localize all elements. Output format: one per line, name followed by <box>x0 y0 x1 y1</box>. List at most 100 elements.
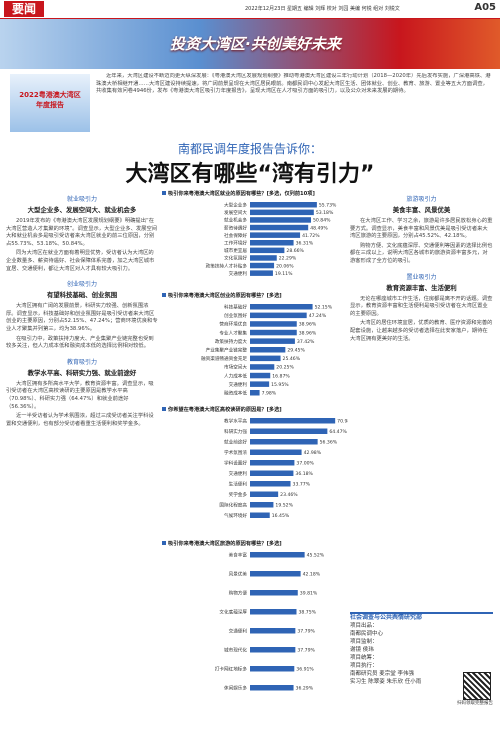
bar <box>250 590 298 596</box>
value-label: 42.98% <box>304 450 322 456</box>
bar-label: 大型企业多 <box>224 202 247 209</box>
value-label: 16.45% <box>272 513 290 519</box>
bar <box>250 685 294 691</box>
bar-label: 城市更宜居 <box>224 247 247 254</box>
credit-line: 实习生 陈翠姿 朱乐欣 任小雨 <box>350 679 422 685</box>
credit-line: 项目监制： <box>350 639 378 645</box>
chart-title: 吸引你来粤港澳大湾区旅游的原因有哪些？[多选] <box>168 539 282 547</box>
bar <box>250 491 279 497</box>
section-subtitle: 教育资源丰富、生活便利 <box>386 283 457 292</box>
credits: 社会调查与公共舆情研究部 扫码领取完整报告 项目出品： 南都民调中心 项目监制： 谢镜… <box>350 612 493 710</box>
bar-label: 科研实力强 <box>224 428 247 435</box>
chart-icon <box>162 407 166 411</box>
chart-title: 吸引你来粤港澳大湾区就业的原因有哪些？[多选，仅列前10项] <box>168 189 315 197</box>
credit-line: 南都民调中心 <box>350 631 384 637</box>
bar-label: 政策扶持人才补贴多 <box>206 262 248 269</box>
bar <box>250 449 302 455</box>
bar <box>250 571 301 577</box>
value-label: 48.49% <box>310 225 328 231</box>
bar-label: 科技基础好 <box>224 304 247 311</box>
chart-icon <box>162 541 166 545</box>
value-label: 33.77% <box>293 482 311 488</box>
section-label: 旅游吸引力 <box>406 196 437 203</box>
bar-label: 文化氛围好 <box>224 255 247 262</box>
bar-label: 生活便利 <box>229 481 248 488</box>
chart-icon <box>162 293 166 297</box>
bar <box>250 304 313 310</box>
chart-title: 吸引你来粤港澳大湾区创业的原因有哪些？[多选] <box>168 291 282 299</box>
value-label: 22.29% <box>279 256 297 262</box>
kicker: 南都民调年度报告告诉你： <box>177 142 322 156</box>
bar-label: 城市现代化 <box>224 647 247 654</box>
bar-label: 学术氛围浓 <box>224 449 247 456</box>
section-label: 教育吸引力 <box>66 358 97 366</box>
paragraph: 无论在哪座城市工作生活，住房都是离不开的话题。调查显示，教育资源丰富和生活便利是… <box>350 295 493 317</box>
banner-title: 投资大湾区·共创美好未来 <box>170 35 341 53</box>
value-label: 20.25% <box>276 365 294 371</box>
bar-label: 国际化程度高 <box>219 502 247 509</box>
bar <box>250 312 307 319</box>
paragraph: 近一半受访者认为学术氛围浓，超过三成受访者关注学科设置和交通便利，也有部分受访者… <box>6 413 154 427</box>
bar-label: 交通便利 <box>229 628 248 635</box>
bar <box>250 247 285 254</box>
bar-label: 融资渠道畅通资金充足 <box>201 355 247 362</box>
bar-label: 发展空间大 <box>224 209 247 216</box>
bar-label: 交通便利 <box>229 470 248 477</box>
value-label: 64.47% <box>329 429 347 435</box>
credit-line: 项目出品： <box>350 623 378 629</box>
banner: 投资大湾区·共创美好未来 <box>0 19 500 69</box>
header: 要闻 2022年12月23日 星期五 编辑 刘辉 校对 刘园 美编 何锐 组对 … <box>0 0 500 19</box>
section-label: 就业吸引力 <box>66 196 97 203</box>
value-label: 15.95% <box>271 382 289 388</box>
paragraph: 大湾区拥有多所高水平大学，教育资源丰富。调查显示，吸引受访者在大湾区高校读研的主… <box>6 380 154 410</box>
bar <box>250 217 312 223</box>
value-label: 39.81% <box>300 591 318 597</box>
bar <box>250 262 275 269</box>
value-label: 52.15% <box>315 305 333 311</box>
bar <box>250 209 314 216</box>
credits-title: 社会调查与公共舆情研究部 <box>350 614 423 621</box>
bar-label: 文化底蕴深厚 <box>219 609 247 616</box>
bar-label: 工作环境好 <box>224 240 247 247</box>
value-label: 19.11% <box>275 271 293 277</box>
bar-label: 交通便利 <box>229 270 248 277</box>
bar-label: 产业集聚产业链完整 <box>206 347 248 354</box>
bar <box>250 481 291 487</box>
bar <box>250 428 328 434</box>
credit-line: 谢镜 侯玮 <box>350 647 374 653</box>
bar <box>250 364 275 370</box>
paragraph: 同为大湾区在就业方面有着明显优势，受访者认为大湾区的企业数量多、薪资待遇好、社会… <box>6 250 155 272</box>
section-subtitle: 美食丰富、风景优美 <box>392 206 451 214</box>
bar <box>250 232 301 238</box>
bar <box>250 372 271 379</box>
paragraph: 大湾区的居住环境宜居，优质的教育、医疗资源和完善的配套设施，让越来越多的受访者选… <box>350 320 493 342</box>
value-label: 70.98% <box>337 419 348 425</box>
bar <box>250 512 270 518</box>
bar <box>250 202 317 208</box>
bar-label: 打卡网红地标多 <box>215 666 248 673</box>
bar <box>250 224 309 231</box>
value-label: 38.75% <box>299 610 317 616</box>
value-label: 55.73% <box>319 203 337 209</box>
bar <box>250 647 296 653</box>
bar <box>250 255 277 261</box>
date-line: 2022年12月23日 星期五 编辑 刘辉 校对 刘园 美编 何锐 组对 刘锐文 <box>245 6 400 12</box>
value-label: 25.46% <box>283 356 301 362</box>
page-number: A05 <box>474 2 496 13</box>
logo-text: 2022粤港澳大湾区年度报告 <box>19 91 81 109</box>
paragraph: 2019年发布的《粤港澳大湾区发展规划纲要》明确提出“在大湾区营造人才集聚的环境… <box>6 218 158 247</box>
value-label: 50.84% <box>313 218 331 224</box>
bar <box>250 628 296 634</box>
credit-line: 项目执行： <box>350 663 378 669</box>
bar <box>250 381 270 387</box>
value-label: 38.96% <box>299 322 317 328</box>
credit-line: 南都研究员 麦宗堂 李伟强 <box>350 671 414 677</box>
intro-text: 近年来，大湾区建设不断迈向更大纵深发展：《粤港澳大湾区发展规划纲要》推动粤港澳大… <box>96 73 491 95</box>
bar-label: 人力成本低 <box>224 372 247 379</box>
value-label: 47.24% <box>309 313 327 319</box>
bar-label: 交通便利 <box>229 381 248 388</box>
value-label: 36.31% <box>296 241 314 247</box>
bar-label: 气候环境好 <box>224 512 247 519</box>
section-tag: 要闻 <box>4 1 44 17</box>
report-logo: 2022粤港澳大湾区年度报告 <box>10 74 90 132</box>
